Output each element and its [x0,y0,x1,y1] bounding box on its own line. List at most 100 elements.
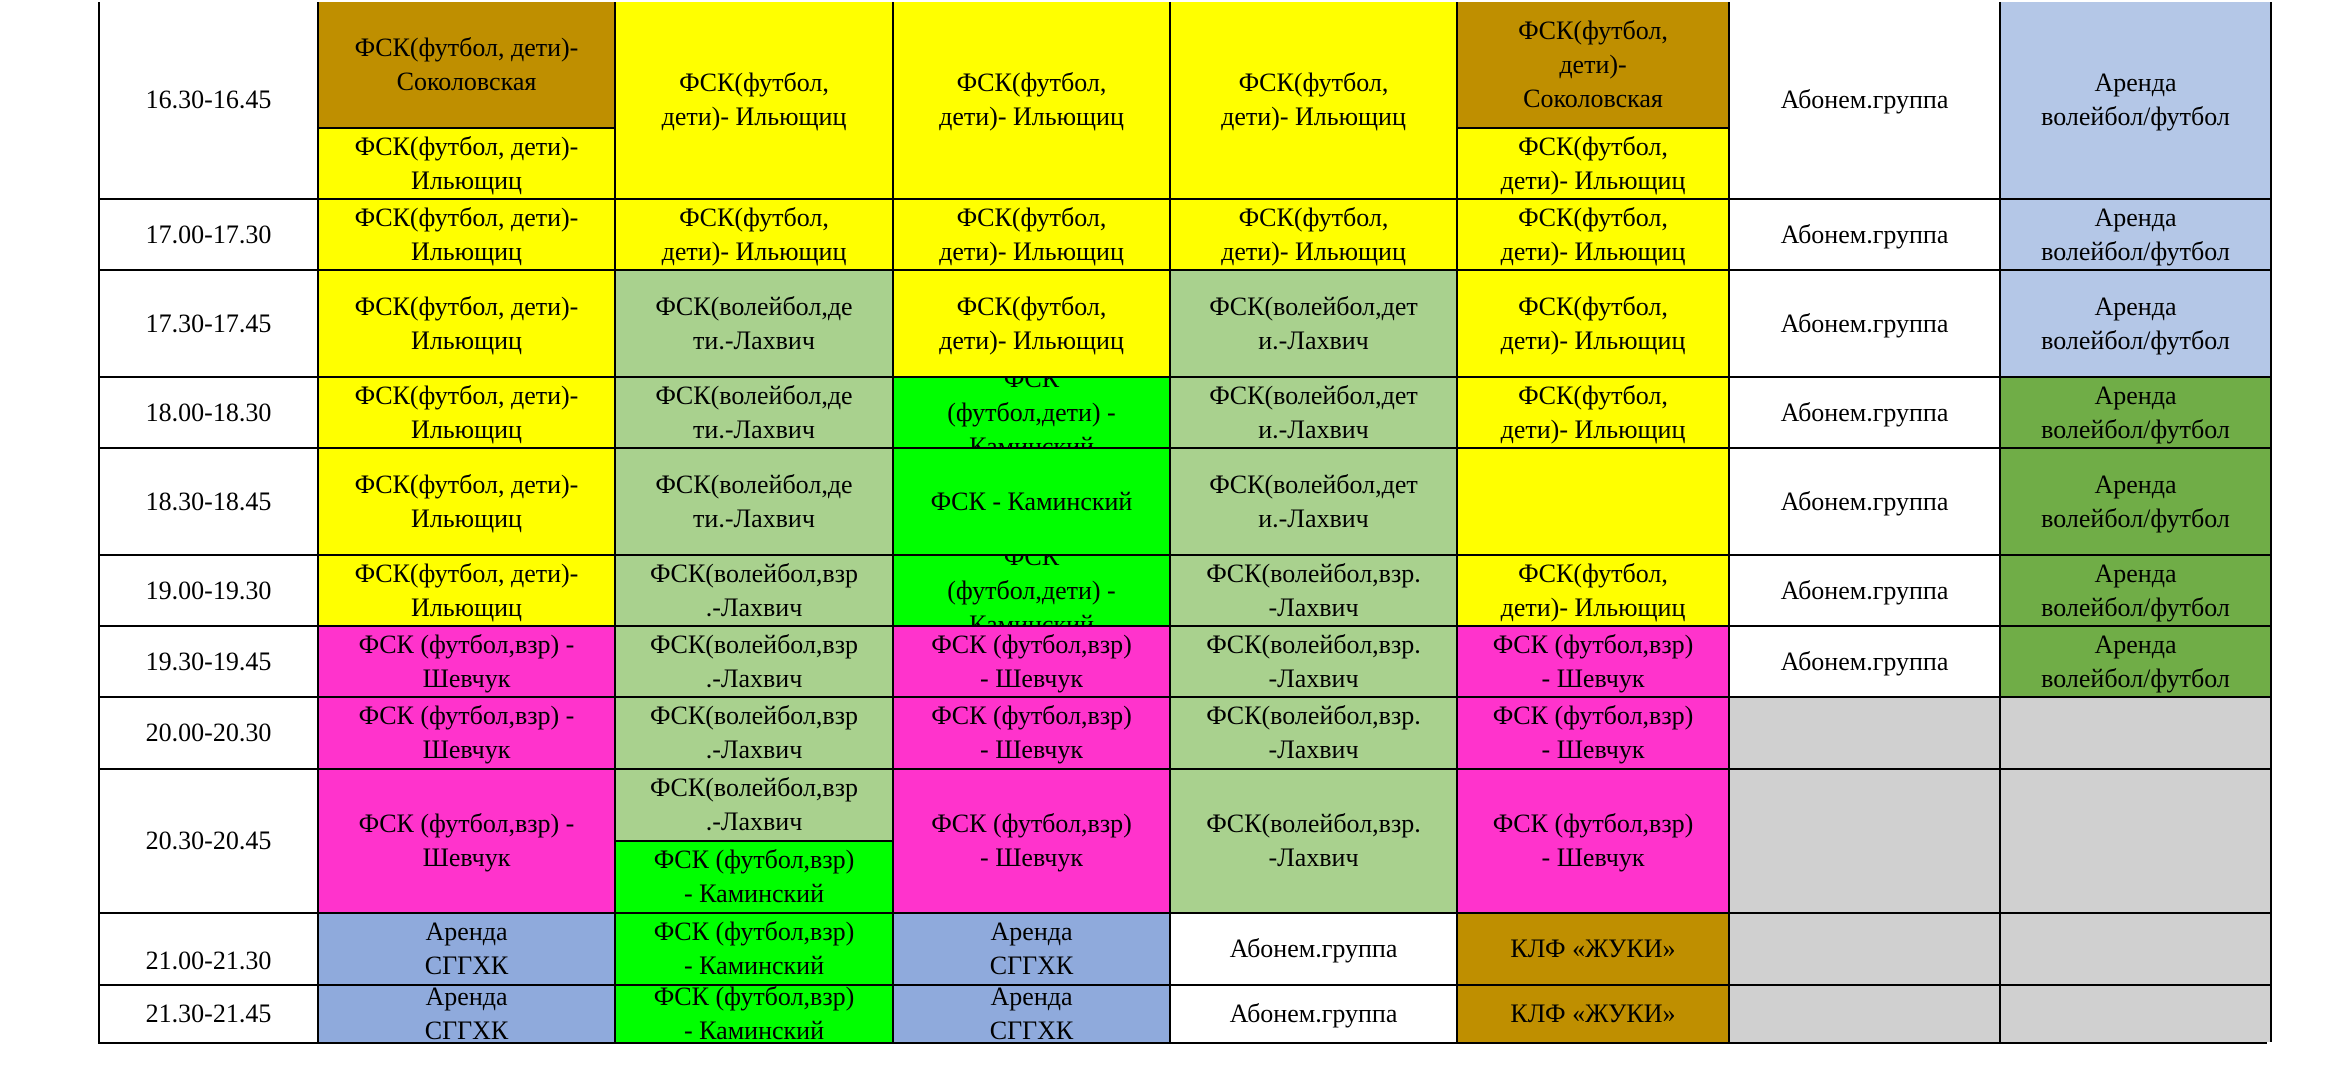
time-cell: 16.30-16.45 [100,2,319,198]
activity-cell: ФСК (футбол,взр) - Шевчук [319,625,616,696]
activity-cell: ФСК(футбол, дети)- Соколовская [1458,2,1730,127]
activity-label: ФСК(волейбол,взр. -Лахвич [1206,701,1421,764]
time-cell: 18.00-18.30 [100,376,319,447]
activity-cell: ФСК(футбол, дети)- Ильющиц [616,2,894,198]
time-label: 20.00-20.30 [145,718,272,747]
activity-cell: ФСК (футбол,взр) - Каминский [616,984,894,1042]
activity-label: ФСК (футбол,взр) - Шевчук [1492,809,1694,872]
activity-cell: ФСК(футбол, дети)- Ильющиц [319,127,616,198]
activity-label: КЛФ «ЖУКИ» [1510,999,1676,1028]
activity-label: ФСК(футбол, дети)- Ильющиц [1500,380,1686,444]
time-cell: 17.00-17.30 [100,198,319,269]
empty-activity-cell [2001,984,2272,1042]
activity-cell: ФСК (футбол,взр) - Шевчук [894,768,1171,912]
activity-label: ФСК (футбол,взр) - Каминский [653,845,855,908]
activity-label: ФСК (футбол,взр) - Каминский [653,984,855,1042]
activity-label: ФСК (футбол,дети) - Каминский [947,554,1116,625]
activity-cell: ФСК(волейбол,взр. -Лахвич [1171,554,1458,625]
activity-label: ФСК (футбол,взр) - Шевчук [358,809,575,872]
activity-cell: ФСК(волейбол,взр. -Лахвич [1171,625,1458,696]
time-cell: 17.30-17.45 [100,269,319,376]
activity-cell: Аренда волейбол/футбол [2001,554,2272,625]
activity-cell: ФСК(футбол, дети)- Ильющиц [1458,376,1730,447]
time-cell: 18.30-18.45 [100,447,319,554]
activity-cell: ФСК(волейбол,взр. -Лахвич [1171,696,1458,768]
activity-cell: ФСК(волейбол,взр. -Лахвич [1171,768,1458,912]
activity-cell: ФСК(волейбол,де ти.-Лахвич [616,269,894,376]
activity-label: Абонем.группа [1780,219,1949,249]
activity-cell: КЛФ «ЖУКИ» [1458,984,1730,1042]
activity-label: ФСК(футбол, дети)- Ильющиц [1500,558,1686,622]
activity-cell: ФСК(футбол, дети)- Ильющиц [1458,127,1730,198]
activity-cell: ФСК (футбол,взр) - Шевчук [1458,696,1730,768]
activity-cell: Аренда волейбол/футбол [2001,376,2272,447]
activity-label: ФСК(футбол, дети)- Соколовская [354,32,579,96]
activity-label: КЛФ «ЖУКИ» [1510,934,1676,963]
time-label: 16.30-16.45 [145,85,272,114]
activity-cell: ФСК (футбол,взр) - Шевчук [1458,768,1730,912]
activity-label: ФСК (футбол,взр) - Каминский [653,917,855,980]
activity-label: ФСК(волейбол,де ти.-Лахвич [655,469,853,533]
activity-label: ФСК(волейбол,взр. -Лахвич [1206,629,1421,693]
activity-cell: ФСК(футбол, дети)- Ильющиц [319,447,616,554]
activity-label: ФСК (футбол,взр) - Шевчук [1492,629,1694,693]
activity-label: ФСК(футбол, дети)- Ильющиц [939,291,1124,355]
activity-label: Аренда СГГХК [424,984,509,1042]
activity-label: ФСК(волейбол,де ти.-Лахвич [655,291,853,355]
activity-label: Абонем.группа [1229,999,1398,1028]
activity-cell: ФСК(футбол, дети)- Ильющиц [1171,2,1458,198]
activity-cell: Абонем.группа [1171,912,1458,984]
time-label: 21.00-21.30 [145,946,272,975]
activity-label: Аренда СГГХК [989,984,1074,1042]
activity-label: Аренда волейбол/футбол [2041,469,2230,533]
activity-cell: ФСК(волейбол,дет и.-Лахвич [1171,376,1458,447]
activity-label: Аренда СГГХК [424,917,509,980]
activity-cell: Абонем.группа [1730,447,2001,554]
activity-label: Аренда волейбол/футбол [2041,202,2230,266]
activity-cell: ФСК (футбол,дети) - Каминский [894,554,1171,625]
activity-label: ФСК (футбол,дети) - Каминский [947,376,1116,447]
time-label: 18.30-18.45 [145,486,272,516]
activity-cell: ФСК(футбол, дети)- Ильющиц [319,376,616,447]
activity-label: ФСК(футбол, дети)- Ильющиц [661,68,847,131]
activity-label: ФСК(волейбол,дет и.-Лахвич [1209,380,1418,444]
activity-cell: Абонем.группа [1730,198,2001,269]
activity-label: ФСК(футбол, дети)- Ильющиц [354,291,579,355]
activity-label: ФСК(футбол, дети)- Ильющиц [939,202,1124,266]
activity-cell: ФСК (футбол,взр) - Каминский [616,840,894,912]
activity-cell: ФСК(футбол, дети)- Ильющиц [1458,269,1730,376]
activity-label: ФСК (футбол,взр) - Шевчук [931,629,1132,693]
activity-label: ФСК(футбол, дети)- Ильющиц [354,380,579,444]
time-cell: 19.30-19.45 [100,625,319,696]
activity-cell: ФСК(футбол, дети)- Ильющиц [616,198,894,269]
activity-cell: Абонем.группа [1730,554,2001,625]
activity-label: ФСК(футбол, дети)- Соколовская [1518,15,1668,113]
activity-cell: ФСК(футбол, дети)- Ильющиц [894,198,1171,269]
activity-label: ФСК (футбол,взр) - Шевчук [931,809,1132,872]
activity-label: ФСК - Каминский [930,486,1133,516]
schedule-table: 16.30-16.45 ФСК(футбол, дети)- Соколовск… [98,2,2272,1044]
time-label: 19.30-19.45 [145,646,272,676]
activity-label: ФСК(волейбол,взр. -Лахвич [1206,809,1421,872]
activity-label: ФСК(волейбол,дет и.-Лахвич [1209,291,1418,355]
activity-label: ФСК(волейбол,дет и.-Лахвич [1209,469,1418,533]
activity-label: ФСК(футбол, дети)- Ильющиц [1221,68,1406,131]
activity-label: Абонем.группа [1780,397,1949,427]
activity-cell: ФСК(футбол, дети)- Ильющиц [1171,198,1458,269]
activity-cell: ФСК(футбол, дети)- Ильющиц [1458,554,1730,625]
activity-label: ФСК (футбол,взр) - Шевчук [931,701,1132,764]
activity-label: Абонем.группа [1229,934,1398,963]
time-label: 17.30-17.45 [145,308,272,338]
activity-label: ФСК(волейбол,взр .-Лахвич [650,629,858,693]
time-cell: 21.00-21.30 [100,912,319,984]
activity-label: ФСК(волейбол,де ти.-Лахвич [655,380,853,444]
empty-activity-cell [2001,696,2272,768]
activity-cell: ФСК(футбол, дети)- Ильющиц [1458,198,1730,269]
activity-label: ФСК (футбол,взр) - Шевчук [1492,701,1694,764]
activity-cell: ФСК(футбол, дети)- Ильющиц [319,269,616,376]
activity-label: ФСК(футбол, дети)- Ильющиц [354,202,579,266]
activity-label: Абонем.группа [1780,646,1949,676]
activity-cell: ФСК - Каминский [894,447,1171,554]
activity-cell: ФСК(футбол, дети)- Ильющиц [319,198,616,269]
activity-cell: ФСК(футбол, дети)- Ильющиц [894,269,1171,376]
